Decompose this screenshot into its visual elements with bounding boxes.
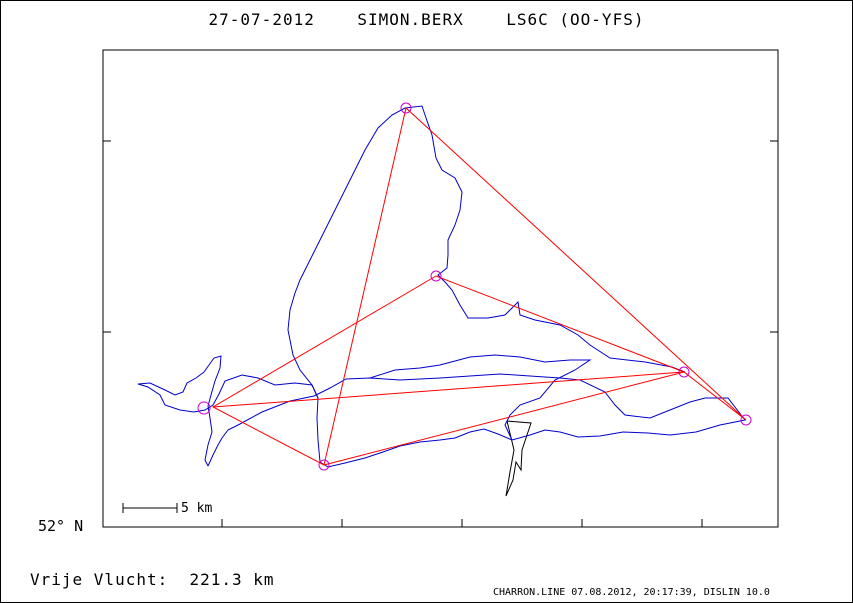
turnpoint-marker bbox=[400, 102, 412, 114]
turnpoint-marker bbox=[430, 270, 442, 282]
turnpoint-marker bbox=[318, 459, 330, 471]
turnpoints bbox=[197, 102, 752, 471]
turnpoint-marker bbox=[678, 366, 690, 378]
footer-text: CHARRON.LINE 07.08.2012, 20:17:39, DISLI… bbox=[493, 587, 770, 598]
page-title: 27-07-2012 SIMON.BERX LS6C (OO-YFS) bbox=[208, 10, 645, 29]
terrain-outline bbox=[505, 420, 532, 497]
flight-track-north bbox=[287, 105, 686, 399]
latitude-label: 52° N bbox=[38, 517, 84, 535]
scale-bar bbox=[122, 503, 178, 513]
flight-track bbox=[137, 355, 746, 468]
turnpoint-marker bbox=[197, 401, 211, 415]
flight-track-middle bbox=[369, 354, 592, 441]
plot-area bbox=[102, 49, 779, 528]
task-route-extra bbox=[212, 371, 685, 466]
axis-ticks bbox=[103, 140, 778, 527]
turnpoint-marker bbox=[740, 414, 752, 426]
scale-bar-label: 5 km bbox=[181, 501, 213, 516]
distance-text: Vrije Vlucht: 221.3 km bbox=[30, 570, 275, 589]
